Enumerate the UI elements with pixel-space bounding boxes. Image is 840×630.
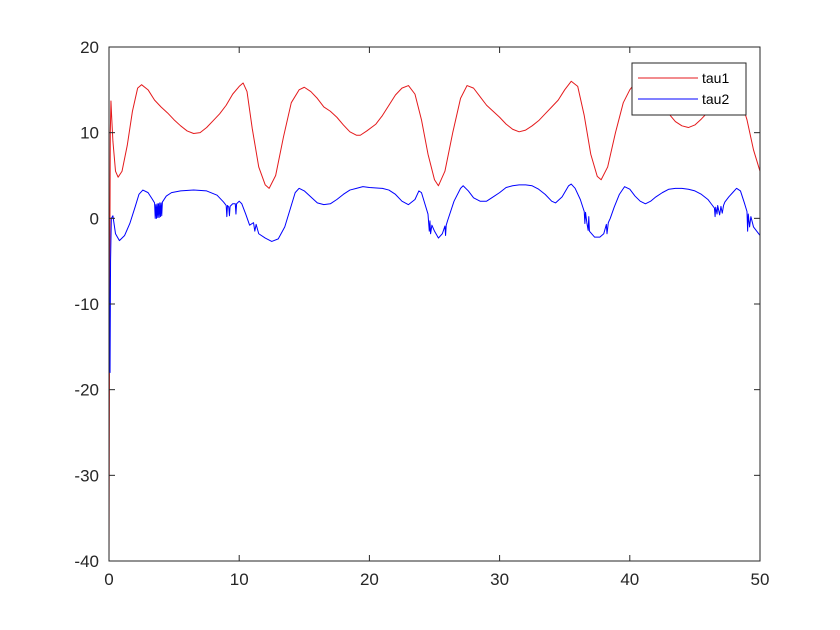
x-tick-label: 20: [360, 570, 379, 589]
y-tick-label: 0: [90, 209, 99, 228]
legend-label-tau1: tau1: [702, 70, 729, 86]
legend-box: [631, 62, 747, 116]
y-tick-label: -30: [74, 466, 99, 485]
y-tick-label: -10: [74, 295, 99, 314]
y-tick-label: 10: [80, 124, 99, 143]
x-tick-label: 30: [490, 570, 509, 589]
x-tick-label: 50: [751, 570, 770, 589]
x-tick-label: 40: [620, 570, 639, 589]
x-tick-label: 0: [104, 570, 113, 589]
series-line-tau2: [108, 183, 761, 374]
y-tick-label: 20: [80, 38, 99, 57]
legend: tau1 tau2: [631, 62, 747, 116]
ticks-layer: 0 10 20 30 40 50 -40 -30 -20 -10 0 10 20: [74, 38, 769, 589]
y-tick-label: -40: [74, 552, 99, 571]
legend-label-tau2: tau2: [702, 91, 729, 107]
x-tick-label: 10: [230, 570, 249, 589]
plot-area: [109, 47, 760, 561]
y-tick-label: -20: [74, 381, 99, 400]
